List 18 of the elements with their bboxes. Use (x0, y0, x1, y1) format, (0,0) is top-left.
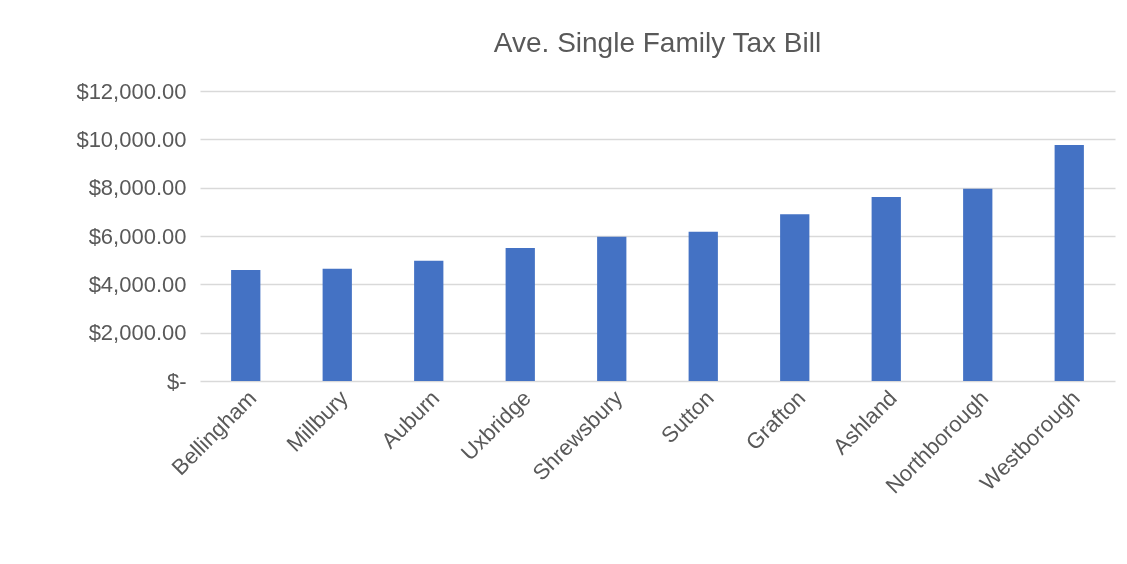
bar (414, 260, 444, 381)
bar (871, 197, 901, 381)
bar (688, 231, 718, 381)
y-tick-label: $8,000.00 (88, 175, 187, 201)
bar (322, 268, 352, 381)
bar (1054, 144, 1084, 381)
y-tick-label: $2,000.00 (88, 320, 187, 346)
bar (505, 248, 535, 381)
y-tick-label: $6,000.00 (88, 223, 187, 249)
y-tick-label: $10,000.00 (76, 126, 187, 152)
bar (597, 236, 627, 381)
bar (231, 270, 261, 381)
bar (780, 214, 810, 381)
y-tick-label: $4,000.00 (88, 271, 187, 297)
chart-title: Ave. Single Family Tax Bill (493, 27, 822, 58)
y-tick-label: $12,000.00 (76, 78, 187, 104)
bar (963, 188, 993, 381)
y-tick-label: $- (166, 368, 187, 394)
